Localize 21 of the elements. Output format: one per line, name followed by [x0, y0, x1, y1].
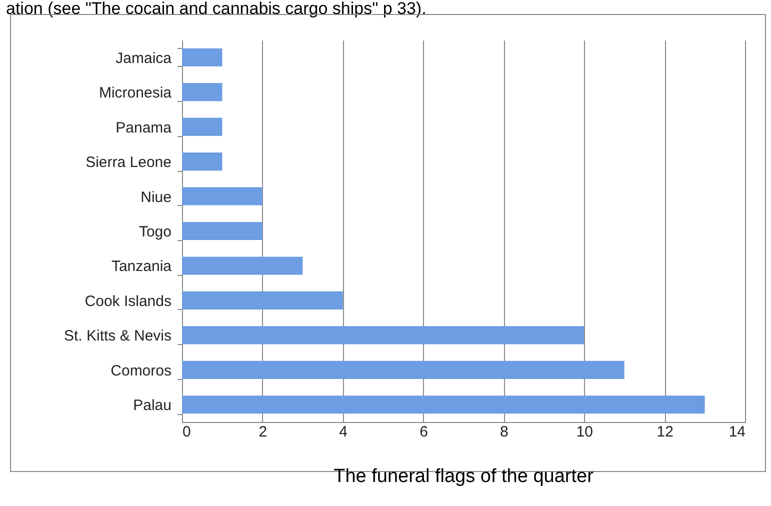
- y-tick-label: Comoros: [110, 362, 172, 380]
- x-tick-label: 2: [258, 424, 268, 440]
- y-tick-label: Togo: [138, 224, 172, 240]
- y-tick-label: Tanzania: [111, 258, 172, 276]
- text: The funeral flags of the quarter: [334, 466, 594, 487]
- text: ation (see "The cocain and cannabis cargo ships" p 33).: [6, 0, 426, 18]
- x-tick-label: 4: [339, 424, 348, 440]
- x-tick-label: 12: [656, 424, 674, 440]
- y-tick-label: Micronesia: [98, 84, 172, 102]
- y-tick-label: Cook Islands: [84, 292, 172, 310]
- x-tick-label: 14: [728, 424, 746, 440]
- y-tick-label: Palau: [133, 397, 172, 414]
- y-tick-label: Sierra Leone: [86, 154, 172, 172]
- y-tick-label: Panama: [116, 119, 172, 136]
- x-tick-label: 0: [182, 424, 191, 440]
- x-tick-label: 6: [420, 424, 428, 440]
- x-tick-label: 8: [500, 424, 508, 440]
- y-tick-label: St. Kitts & Nevis: [64, 328, 172, 345]
- y-tick-label: Jamaica: [116, 50, 172, 67]
- y-tick-label: Niue: [140, 188, 172, 206]
- x-tick-label: 10: [576, 424, 593, 440]
